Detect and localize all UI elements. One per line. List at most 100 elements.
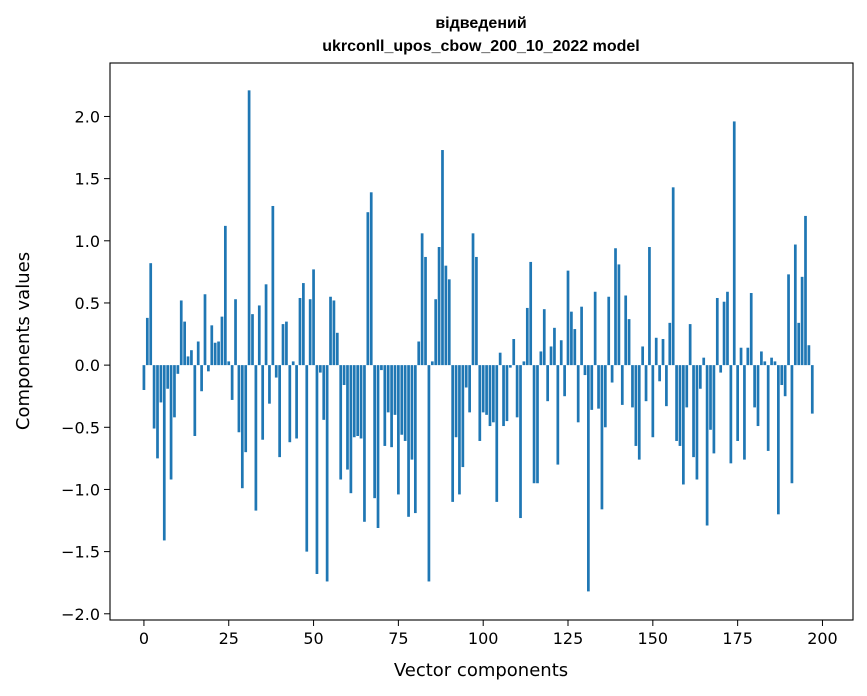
bar-29 bbox=[240, 365, 244, 489]
bar-82 bbox=[420, 233, 424, 366]
x-tick-label: 175 bbox=[722, 629, 753, 648]
bar-1 bbox=[145, 317, 149, 366]
bar-75 bbox=[397, 365, 400, 495]
bar-39 bbox=[274, 365, 278, 378]
bar-169 bbox=[715, 297, 719, 366]
bar-68 bbox=[373, 365, 376, 499]
bar-33 bbox=[254, 365, 258, 511]
bar-series bbox=[142, 90, 814, 592]
bar-86 bbox=[434, 299, 438, 366]
bar-6 bbox=[162, 365, 166, 541]
bar-134 bbox=[597, 365, 600, 409]
bar-53 bbox=[322, 365, 326, 420]
bar-97 bbox=[471, 233, 475, 366]
bar-58 bbox=[339, 365, 343, 480]
bar-69 bbox=[376, 365, 380, 528]
bar-12 bbox=[183, 321, 186, 366]
bar-78 bbox=[407, 365, 410, 517]
y-tick-label: 1.0 bbox=[75, 232, 100, 251]
bar-60 bbox=[346, 365, 349, 470]
bar-73 bbox=[390, 365, 393, 448]
bar-27 bbox=[234, 299, 237, 366]
bar-67 bbox=[369, 192, 373, 366]
y-tick-label: −1.0 bbox=[61, 480, 100, 499]
bar-101 bbox=[485, 365, 488, 415]
bar-118 bbox=[542, 309, 546, 366]
bar-8 bbox=[169, 365, 173, 480]
x-tick-label: 75 bbox=[388, 629, 408, 648]
bar-165 bbox=[702, 357, 706, 366]
bar-93 bbox=[458, 365, 461, 495]
bar-105 bbox=[498, 352, 502, 366]
bar-181 bbox=[756, 365, 760, 427]
bar-187 bbox=[777, 365, 780, 515]
bar-122 bbox=[556, 365, 560, 465]
bar-51 bbox=[315, 365, 319, 574]
bar-31 bbox=[247, 90, 251, 366]
bar-62 bbox=[352, 365, 356, 438]
bar-123 bbox=[559, 340, 563, 366]
bar-151 bbox=[654, 337, 658, 366]
bar-185 bbox=[770, 357, 773, 366]
bar-7 bbox=[166, 365, 170, 389]
bar-13 bbox=[186, 356, 190, 366]
y-tick-label: 2.0 bbox=[75, 107, 100, 126]
bar-188 bbox=[780, 365, 784, 386]
bar-66 bbox=[366, 212, 370, 366]
bar-3 bbox=[152, 365, 156, 429]
bar-91 bbox=[451, 365, 455, 502]
bar-47 bbox=[302, 283, 305, 366]
bar-158 bbox=[678, 365, 682, 446]
bar-65 bbox=[363, 365, 366, 522]
bar-139 bbox=[614, 248, 617, 366]
bar-126 bbox=[570, 311, 573, 366]
bar-100 bbox=[481, 365, 485, 413]
bar-26 bbox=[230, 365, 234, 400]
bar-153 bbox=[661, 339, 665, 366]
y-axis-ticks: −2.0 −1.5 −1.0 −0.5 0.0 0.5 1.0 1.5 2.0 bbox=[61, 107, 110, 624]
bar-141 bbox=[620, 365, 624, 405]
bar-64 bbox=[359, 365, 363, 439]
bar-38 bbox=[271, 205, 275, 366]
bar-0 bbox=[142, 365, 146, 390]
bar-157 bbox=[675, 365, 678, 441]
bar-162 bbox=[692, 365, 695, 458]
bar-18 bbox=[203, 294, 207, 366]
bar-45 bbox=[295, 365, 298, 439]
bar-80 bbox=[413, 365, 417, 514]
bar-54 bbox=[325, 365, 329, 582]
bar-180 bbox=[753, 365, 756, 408]
bar-107 bbox=[505, 365, 509, 422]
x-tick-label: 200 bbox=[807, 629, 838, 648]
bar-112 bbox=[522, 361, 526, 366]
y-tick-label: 1.5 bbox=[75, 170, 100, 189]
bar-43 bbox=[288, 365, 292, 443]
bar-138 bbox=[610, 365, 614, 383]
bar-85 bbox=[430, 361, 434, 366]
bar-137 bbox=[607, 296, 611, 366]
bar-119 bbox=[546, 365, 550, 402]
bar-24 bbox=[223, 225, 227, 366]
bar-144 bbox=[631, 365, 634, 408]
bar-184 bbox=[766, 365, 770, 451]
bar-120 bbox=[549, 346, 553, 366]
bar-48 bbox=[305, 365, 309, 552]
bar-145 bbox=[634, 365, 638, 446]
bar-196 bbox=[807, 345, 811, 366]
bar-147 bbox=[641, 346, 645, 366]
bar-117 bbox=[539, 351, 543, 366]
bar-17 bbox=[200, 365, 203, 392]
bar-83 bbox=[424, 256, 427, 366]
bar-109 bbox=[512, 339, 516, 366]
bar-131 bbox=[587, 365, 590, 592]
bar-55 bbox=[329, 296, 332, 366]
bar-15 bbox=[193, 365, 197, 436]
bar-172 bbox=[726, 291, 729, 366]
bar-110 bbox=[515, 365, 519, 418]
bar-99 bbox=[478, 365, 482, 441]
bar-20 bbox=[210, 325, 214, 366]
bar-183 bbox=[763, 361, 767, 366]
bar-171 bbox=[722, 301, 726, 366]
bar-76 bbox=[400, 365, 404, 435]
bar-114 bbox=[529, 261, 533, 366]
